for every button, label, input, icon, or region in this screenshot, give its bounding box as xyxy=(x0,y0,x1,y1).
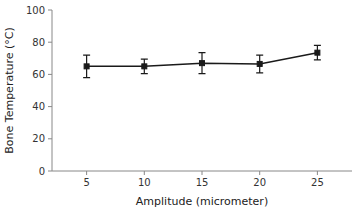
x-tick xyxy=(144,171,145,175)
y-tick xyxy=(48,138,52,139)
marker xyxy=(257,61,262,66)
chart-container: 5 10 15 20 25 0 20 40 60 80 100 Amplitude (micromet… xyxy=(0,0,364,211)
error-bar xyxy=(199,53,206,74)
marker xyxy=(142,64,147,69)
error-bar xyxy=(314,45,321,59)
chart-svg: 5 10 15 20 25 0 20 40 60 80 100 Amplitude (micromet… xyxy=(0,0,364,211)
marker xyxy=(84,64,89,69)
y-tick-label: 20 xyxy=(32,133,45,144)
error-bar xyxy=(141,59,148,73)
x-tick-label: 10 xyxy=(138,177,151,188)
x-tick xyxy=(86,171,87,175)
x-tick xyxy=(259,171,260,175)
y-tick-label: 40 xyxy=(32,101,45,112)
y-tick-label: 100 xyxy=(26,5,45,16)
line xyxy=(87,53,318,67)
x-tick xyxy=(202,171,203,175)
x-tick-label: 20 xyxy=(253,177,266,188)
y-tick-label: 60 xyxy=(32,69,45,80)
x-tick-label: 15 xyxy=(196,177,209,188)
error-bar xyxy=(256,55,263,73)
x-tick xyxy=(317,171,318,175)
y-tick xyxy=(48,42,52,43)
plot-area xyxy=(83,45,321,77)
x-axis-label: Amplitude (micrometer) xyxy=(136,195,268,208)
y-tick-label: 0 xyxy=(39,166,45,177)
x-tick-label: 25 xyxy=(311,177,324,188)
y-tick xyxy=(48,171,52,172)
y-tick xyxy=(48,74,52,75)
x-tick-label: 5 xyxy=(83,177,89,188)
error-bar xyxy=(83,55,90,78)
marker xyxy=(200,61,205,66)
y-tick-label: 80 xyxy=(32,37,45,48)
marker xyxy=(315,50,320,55)
y-tick xyxy=(48,10,52,11)
y-tick xyxy=(48,106,52,107)
y-axis-label: Bone Temperature (°C) xyxy=(3,27,16,153)
y-axis-line xyxy=(52,10,53,171)
